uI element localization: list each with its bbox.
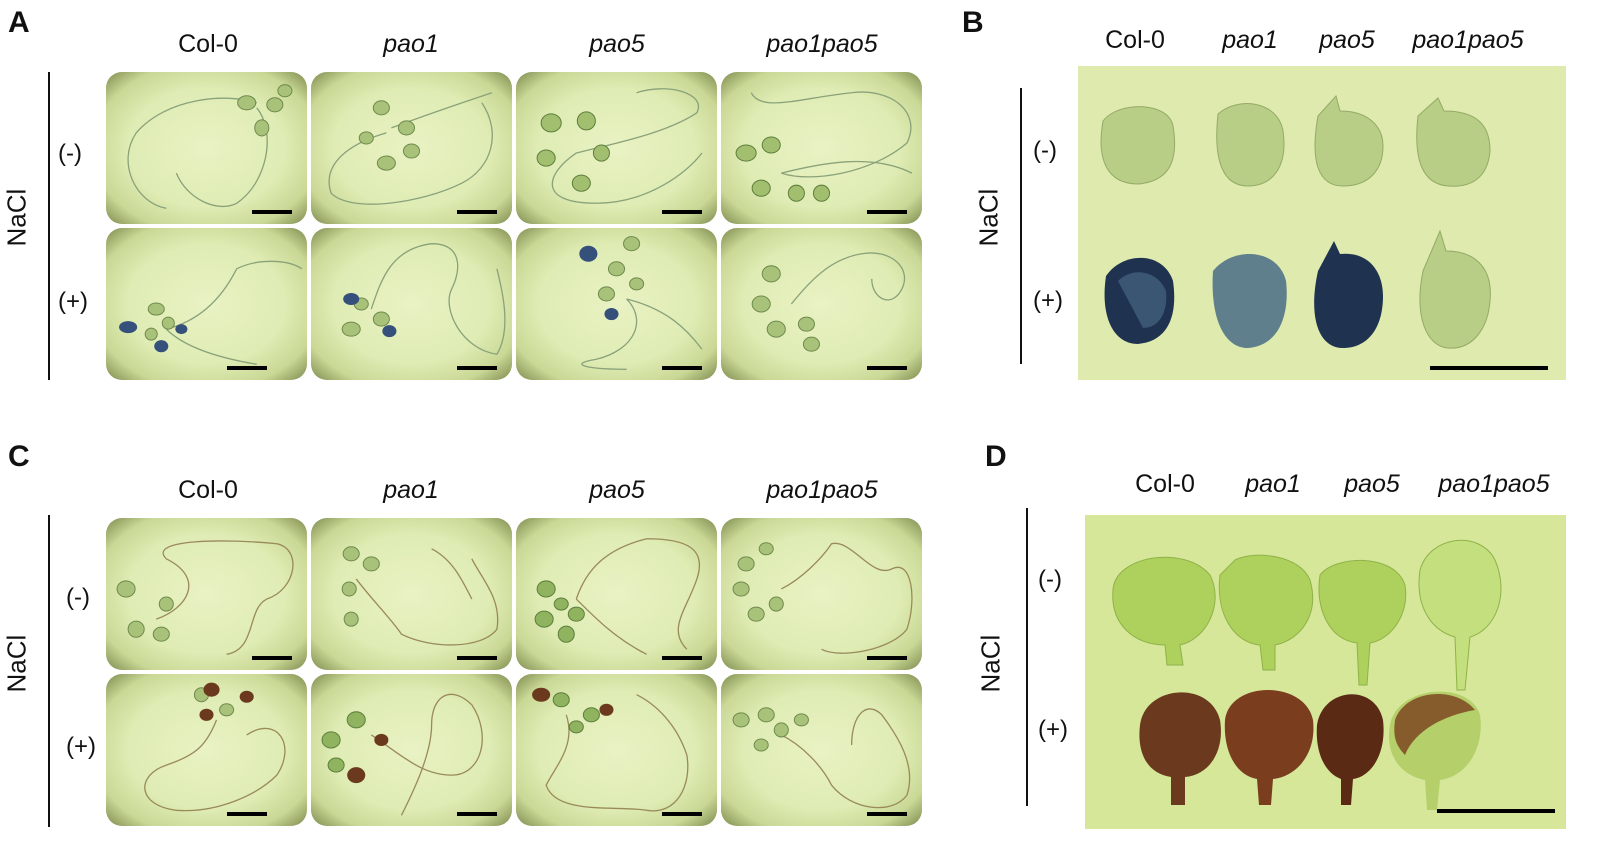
panel-b-bracket-line	[1020, 88, 1022, 364]
panel-d-leaf-photo	[1085, 515, 1566, 829]
scale-bar	[457, 366, 497, 370]
seedling-photo	[144, 682, 286, 812]
panel-d-row-label-plus: (+)	[1038, 716, 1068, 743]
panel-d-row-label-minus: (-)	[1038, 566, 1062, 593]
scale-bar	[867, 656, 907, 660]
panel-a-col-label-col0: Col-0	[178, 30, 238, 58]
panel-b-col-label-pao1pao5: pao1pao5	[1412, 26, 1524, 54]
panel-b-col-label-col0: Col-0	[1105, 26, 1165, 54]
panel-d-col-label-col0: Col-0	[1135, 470, 1195, 498]
panel-c-row-label-plus: (+)	[66, 733, 96, 760]
scale-bar	[662, 210, 702, 214]
panel-a-col-label-pao1: pao1	[383, 30, 439, 58]
scale-bar	[252, 656, 292, 660]
panel-c-image-pao5-minus	[516, 518, 717, 670]
scale-bar	[252, 210, 292, 214]
panel-b-leaf-photo	[1078, 66, 1566, 380]
panel-c-image-pao1pao5-minus	[721, 518, 922, 670]
seedling-photo	[532, 687, 689, 812]
leaf-disc-photo	[1112, 539, 1502, 810]
panel-c-bracket-line	[48, 515, 50, 827]
panel-c-col-label-pao5: pao5	[589, 476, 645, 504]
panel-a-col-label-pao5: pao5	[589, 30, 645, 58]
panel-a-image-pao1-plus	[311, 228, 512, 380]
panel-a-image-pao1pao5-minus	[721, 72, 922, 224]
panel-b-col-label-pao5: pao5	[1319, 26, 1375, 54]
panel-a-image-col0-minus	[106, 72, 307, 224]
seedling-photo	[732, 707, 911, 809]
panel-c-image-pao1-minus	[311, 518, 512, 670]
panel-a-image-pao1-minus	[311, 72, 512, 224]
panel-c-image-pao1-plus	[311, 674, 512, 826]
scale-bar	[1430, 366, 1548, 370]
scale-bar	[1437, 809, 1555, 813]
scale-bar	[662, 366, 702, 370]
panel-d-col-label-pao5: pao5	[1344, 470, 1400, 498]
panel-c-col-label-col0: Col-0	[178, 476, 238, 504]
panel-c-image-pao1pao5-plus	[721, 674, 922, 826]
panel-a-image-col0-plus	[106, 228, 307, 380]
seedling-photo	[321, 693, 483, 816]
scale-bar	[662, 812, 702, 816]
scale-bar	[227, 812, 267, 816]
panel-c-row-label-minus: (-)	[66, 584, 90, 611]
seedling-photo	[127, 84, 293, 209]
panel-d-treatment-label: NaCl	[975, 634, 1006, 693]
scale-bar	[227, 366, 267, 370]
panel-a-row-label-minus: (-)	[58, 140, 82, 167]
panel-c-image-col0-minus	[106, 518, 307, 670]
panel-letter-a: A	[8, 6, 30, 39]
panel-a-bracket-line	[48, 72, 50, 380]
seedling-photo	[735, 91, 913, 202]
scale-bar	[457, 812, 497, 816]
panel-d-bracket-line	[1026, 508, 1028, 806]
seedling-photo	[341, 243, 506, 355]
panel-c-treatment-label: NaCl	[1, 634, 32, 693]
seedling-photo	[536, 88, 703, 204]
panel-d-col-label-pao1: pao1	[1245, 470, 1301, 498]
panel-c-image-col0-plus	[106, 674, 307, 826]
panel-a-image-pao1pao5-plus	[721, 228, 922, 380]
panel-b-row-label-minus: (-)	[1033, 137, 1057, 164]
seedling-photo	[119, 260, 303, 365]
seedling-photo	[116, 540, 294, 655]
panel-c-image-pao5-plus	[516, 674, 717, 826]
panel-b-row-label-plus: (+)	[1033, 287, 1063, 314]
panel-letter-b: B	[962, 6, 984, 39]
panel-a-image-pao5-minus	[516, 72, 717, 224]
panel-c-col-label-pao1pao5: pao1pao5	[766, 476, 878, 504]
scale-bar	[457, 210, 497, 214]
scale-bar	[457, 656, 497, 660]
panel-letter-c: C	[8, 440, 30, 473]
seedling-photo	[751, 252, 906, 352]
seedling-photo	[328, 92, 493, 205]
leaf-disc-photo	[1100, 94, 1491, 349]
seedling-photo	[341, 546, 499, 646]
panel-a-col-label-pao1pao5: pao1pao5	[766, 30, 878, 58]
scale-bar	[867, 366, 907, 370]
scale-bar	[867, 812, 907, 816]
panel-c-col-label-pao1: pao1	[383, 476, 439, 504]
panel-d-col-label-pao1pao5: pao1pao5	[1438, 470, 1550, 498]
seedling-photo	[732, 542, 913, 654]
panel-letter-d: D	[985, 440, 1007, 473]
panel-b-col-label-pao1: pao1	[1222, 26, 1278, 54]
panel-a-image-pao5-plus	[516, 228, 717, 380]
scale-bar	[662, 656, 702, 660]
panel-b-treatment-label: NaCl	[973, 188, 1004, 247]
panel-a-treatment-label: NaCl	[1, 188, 32, 247]
seedling-photo	[579, 236, 703, 370]
seedling-photo	[534, 538, 701, 655]
scale-bar	[867, 210, 907, 214]
panel-a-row-label-plus: (+)	[58, 288, 88, 315]
